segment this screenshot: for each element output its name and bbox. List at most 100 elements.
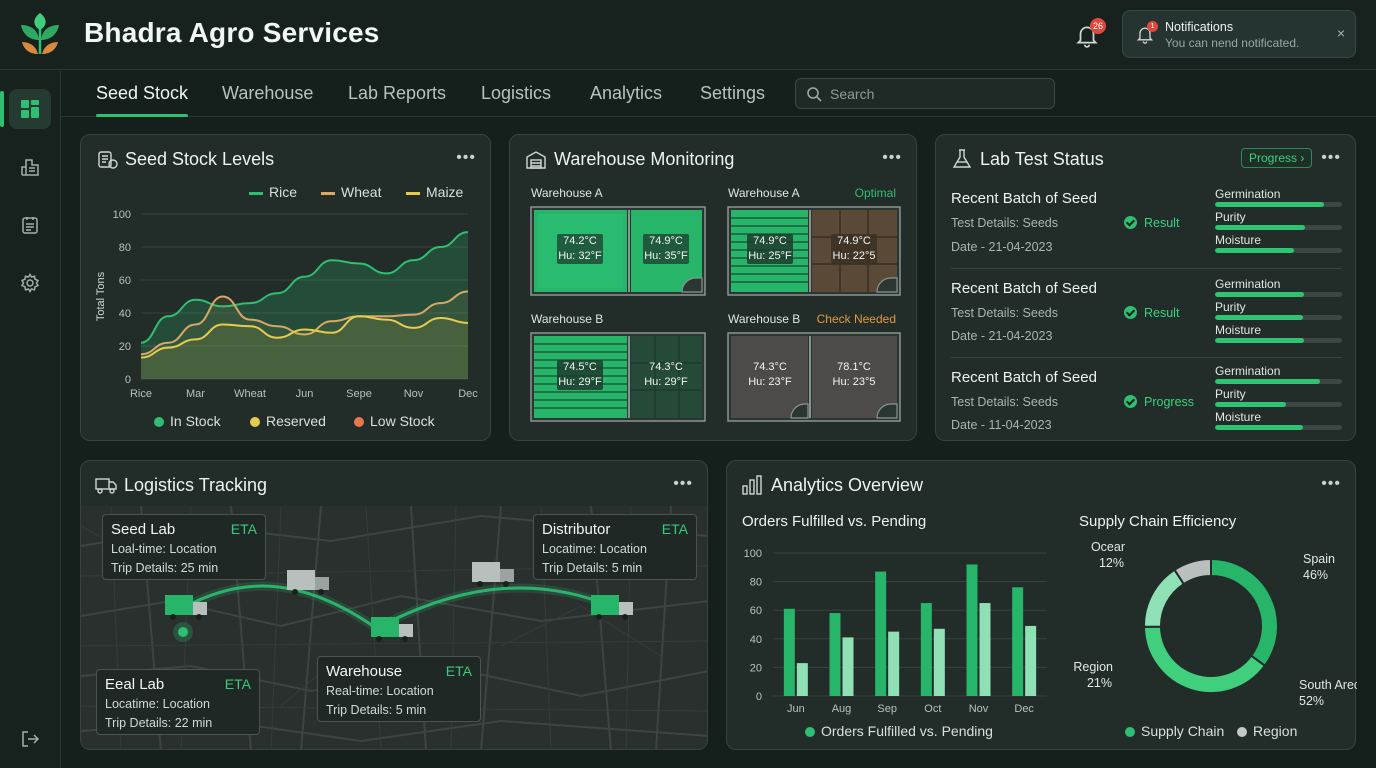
room-b1-2-readout: 74.3°C Hu: 29°F (643, 360, 689, 390)
x-tick-label: Rice (130, 388, 152, 400)
x-tick-label: Nov (404, 388, 424, 400)
legend-rice-swatch (249, 191, 263, 195)
lab-row-3-details: Test Details: Seeds (951, 395, 1058, 409)
tab-analytics[interactable]: Analytics (590, 83, 663, 103)
sidebar-item-reports[interactable] (9, 205, 51, 245)
notification-toast[interactable]: 1 Notifications You can nend notificated… (1122, 10, 1356, 58)
x-tick-label: Dec (458, 388, 478, 400)
room-a2-2-readout: 74.9°C Hu: 22°5 (831, 234, 877, 264)
slice-value-label: 21% (1087, 676, 1112, 690)
slice-value-label: 46% (1303, 568, 1328, 582)
lab-row-3-germination-label: Germination (1215, 364, 1281, 378)
warehouse-a1-label: Warehouse A (531, 186, 603, 200)
room-b2-2-readout: 78.1°C Hu: 23°5 (831, 360, 877, 390)
truck-en-route-1[interactable] (287, 570, 329, 595)
lab-row-2-status: Result (1124, 306, 1179, 320)
bar-pending (842, 637, 854, 696)
search-input[interactable] (830, 84, 1045, 104)
room-a2-2-temp: 74.9°C (837, 235, 871, 247)
lab-row-2-moisture-label: Moisture (1215, 323, 1262, 337)
truck-warehouse[interactable] (371, 617, 413, 642)
warehouse-menu-icon[interactable]: ••• (882, 149, 902, 166)
stop-warehouse-panel[interactable]: Warehouse ETA Real-time: Location Trip D… (317, 656, 481, 722)
report-icon (22, 217, 38, 234)
x-tick-label: Jun (787, 703, 805, 715)
floorplan-warehouse-b2[interactable] (727, 332, 901, 422)
room-a1-2-readout: 74.9°C Hu: 35°F (643, 234, 689, 264)
orders-chart-title: Orders Fulfilled vs. Pending (742, 513, 927, 530)
lab-row-1-moisture-fill (1215, 248, 1294, 253)
lab-row-1-status-text: Result (1144, 216, 1180, 230)
app-title: Bhadra Agro Services (84, 17, 380, 48)
truck-seed-lab[interactable] (165, 595, 207, 620)
y-tick-label: 0 (125, 374, 131, 386)
seed-stock-menu-icon[interactable]: ••• (456, 149, 476, 166)
room-b1-1-humidity: Hu: 29°F (558, 376, 602, 388)
y-tick-label: 60 (119, 275, 131, 287)
progress-button[interactable]: Progress › (1241, 148, 1313, 168)
seed-stock-line-chart: 0 20 40 60 80 100 Rice Mar Wheat Jun Sepe Nov Dec Tot… (95, 209, 478, 400)
stop-eeal-lab-panel[interactable]: Eeal Lab ETA Locatime: Location Trip Det… (96, 669, 260, 735)
tab-warehouse[interactable]: Warehouse (222, 83, 314, 103)
lab-row-2-germination-label: Germination (1215, 277, 1281, 291)
efficiency-chart-title: Supply Chain Efficiency (1079, 513, 1237, 530)
room-b2-2-temp: 78.1°C (837, 361, 871, 373)
sidebar-item-inventory[interactable] (9, 147, 51, 187)
bar-pending (979, 603, 991, 696)
room-a1-2-humidity: Hu: 35°F (644, 250, 688, 262)
lab-row-1-title: Recent Batch of Seed (951, 190, 1097, 207)
lab-row-1-date: Date - 21-04-2023 (951, 240, 1053, 254)
warehouse-a2-label: Warehouse A (728, 186, 800, 200)
lab-menu-icon[interactable]: ••• (1321, 149, 1341, 166)
truck-distributor[interactable] (591, 595, 633, 620)
seed-stock-card: Seed Stock Levels ••• Rice Wheat Maize 0… (80, 134, 491, 441)
lab-row-3-purity-bar (1215, 402, 1342, 407)
sidebar-item-settings[interactable] (9, 263, 51, 303)
legend-rice-label: Rice (269, 184, 298, 200)
stop-seed-lab-panel[interactable]: Seed Lab ETA Loal-time: Location Trip De… (102, 514, 266, 580)
room-a2-1-temp: 74.9°C (753, 235, 787, 247)
tab-lab-reports[interactable]: Lab Reports (348, 83, 447, 103)
room-a1-1-readout: 74.2°C Hu: 32°F (557, 234, 603, 264)
x-tick-label: Oct (924, 703, 941, 715)
warehouse-icon (526, 151, 546, 169)
room-b1-1-readout: 74.5°C Hu: 29°F (557, 360, 603, 390)
analytics-menu-icon[interactable]: ••• (1321, 475, 1341, 492)
stop-warehouse-eta: ETA (445, 663, 472, 679)
room-a2-2-humidity: Hu: 22°5 (832, 250, 876, 262)
stop-distributor-panel[interactable]: Distributor ETA Locatime: Location Trip … (533, 514, 697, 580)
notification-count-badge: 26 (1090, 18, 1107, 34)
truck-en-route-2[interactable] (472, 562, 514, 587)
warehouse-a2-status: Optimal (854, 186, 896, 200)
tab-settings[interactable]: Settings (700, 83, 766, 103)
stop-distributor-name: Distributor (542, 521, 611, 538)
sidebar-item-dashboard[interactable] (0, 89, 51, 129)
legend-in-stock-dot (154, 417, 164, 428)
tab-seed-stock[interactable]: Seed Stock (96, 83, 189, 117)
lab-row-2-moisture-bar (1215, 338, 1342, 343)
lab-row-1-purity-fill (1215, 225, 1306, 230)
logistics-menu-icon[interactable]: ••• (673, 475, 693, 492)
sidebar-item-logout[interactable] (9, 719, 51, 759)
room-b2-1-readout: 74.3°C Hu: 23°F (747, 360, 793, 390)
close-icon[interactable]: × (1336, 25, 1345, 41)
stop-distributor-line2: Trip Details: 5 min (542, 561, 643, 575)
check-circle-icon (1124, 216, 1137, 229)
lab-row-3-germination-bar (1215, 379, 1342, 384)
bell-icon[interactable] (1074, 22, 1100, 48)
room-a2-1-humidity: Hu: 25°F (748, 250, 792, 262)
y-tick-label: 0 (756, 691, 762, 703)
top-bar: Bhadra Agro Services 26 1 Notifications … (0, 0, 1376, 70)
legend-supply-chain-label: Supply Chain (1141, 723, 1225, 739)
y-tick-label: 100 (113, 209, 131, 221)
tab-logistics[interactable]: Logistics (481, 83, 552, 103)
logout-icon (22, 731, 40, 747)
legend-maize: Maize (406, 184, 463, 200)
logistics-title: Logistics Tracking (124, 475, 268, 495)
room-b2-1-temp: 74.3°C (753, 361, 787, 373)
flask-icon (952, 149, 972, 168)
legend-reserved: Reserved (250, 413, 326, 429)
y-tick-label: 60 (750, 605, 762, 617)
legend-wheat-label: Wheat (341, 184, 382, 200)
room-b1-1-temp: 74.5°C (563, 361, 597, 373)
